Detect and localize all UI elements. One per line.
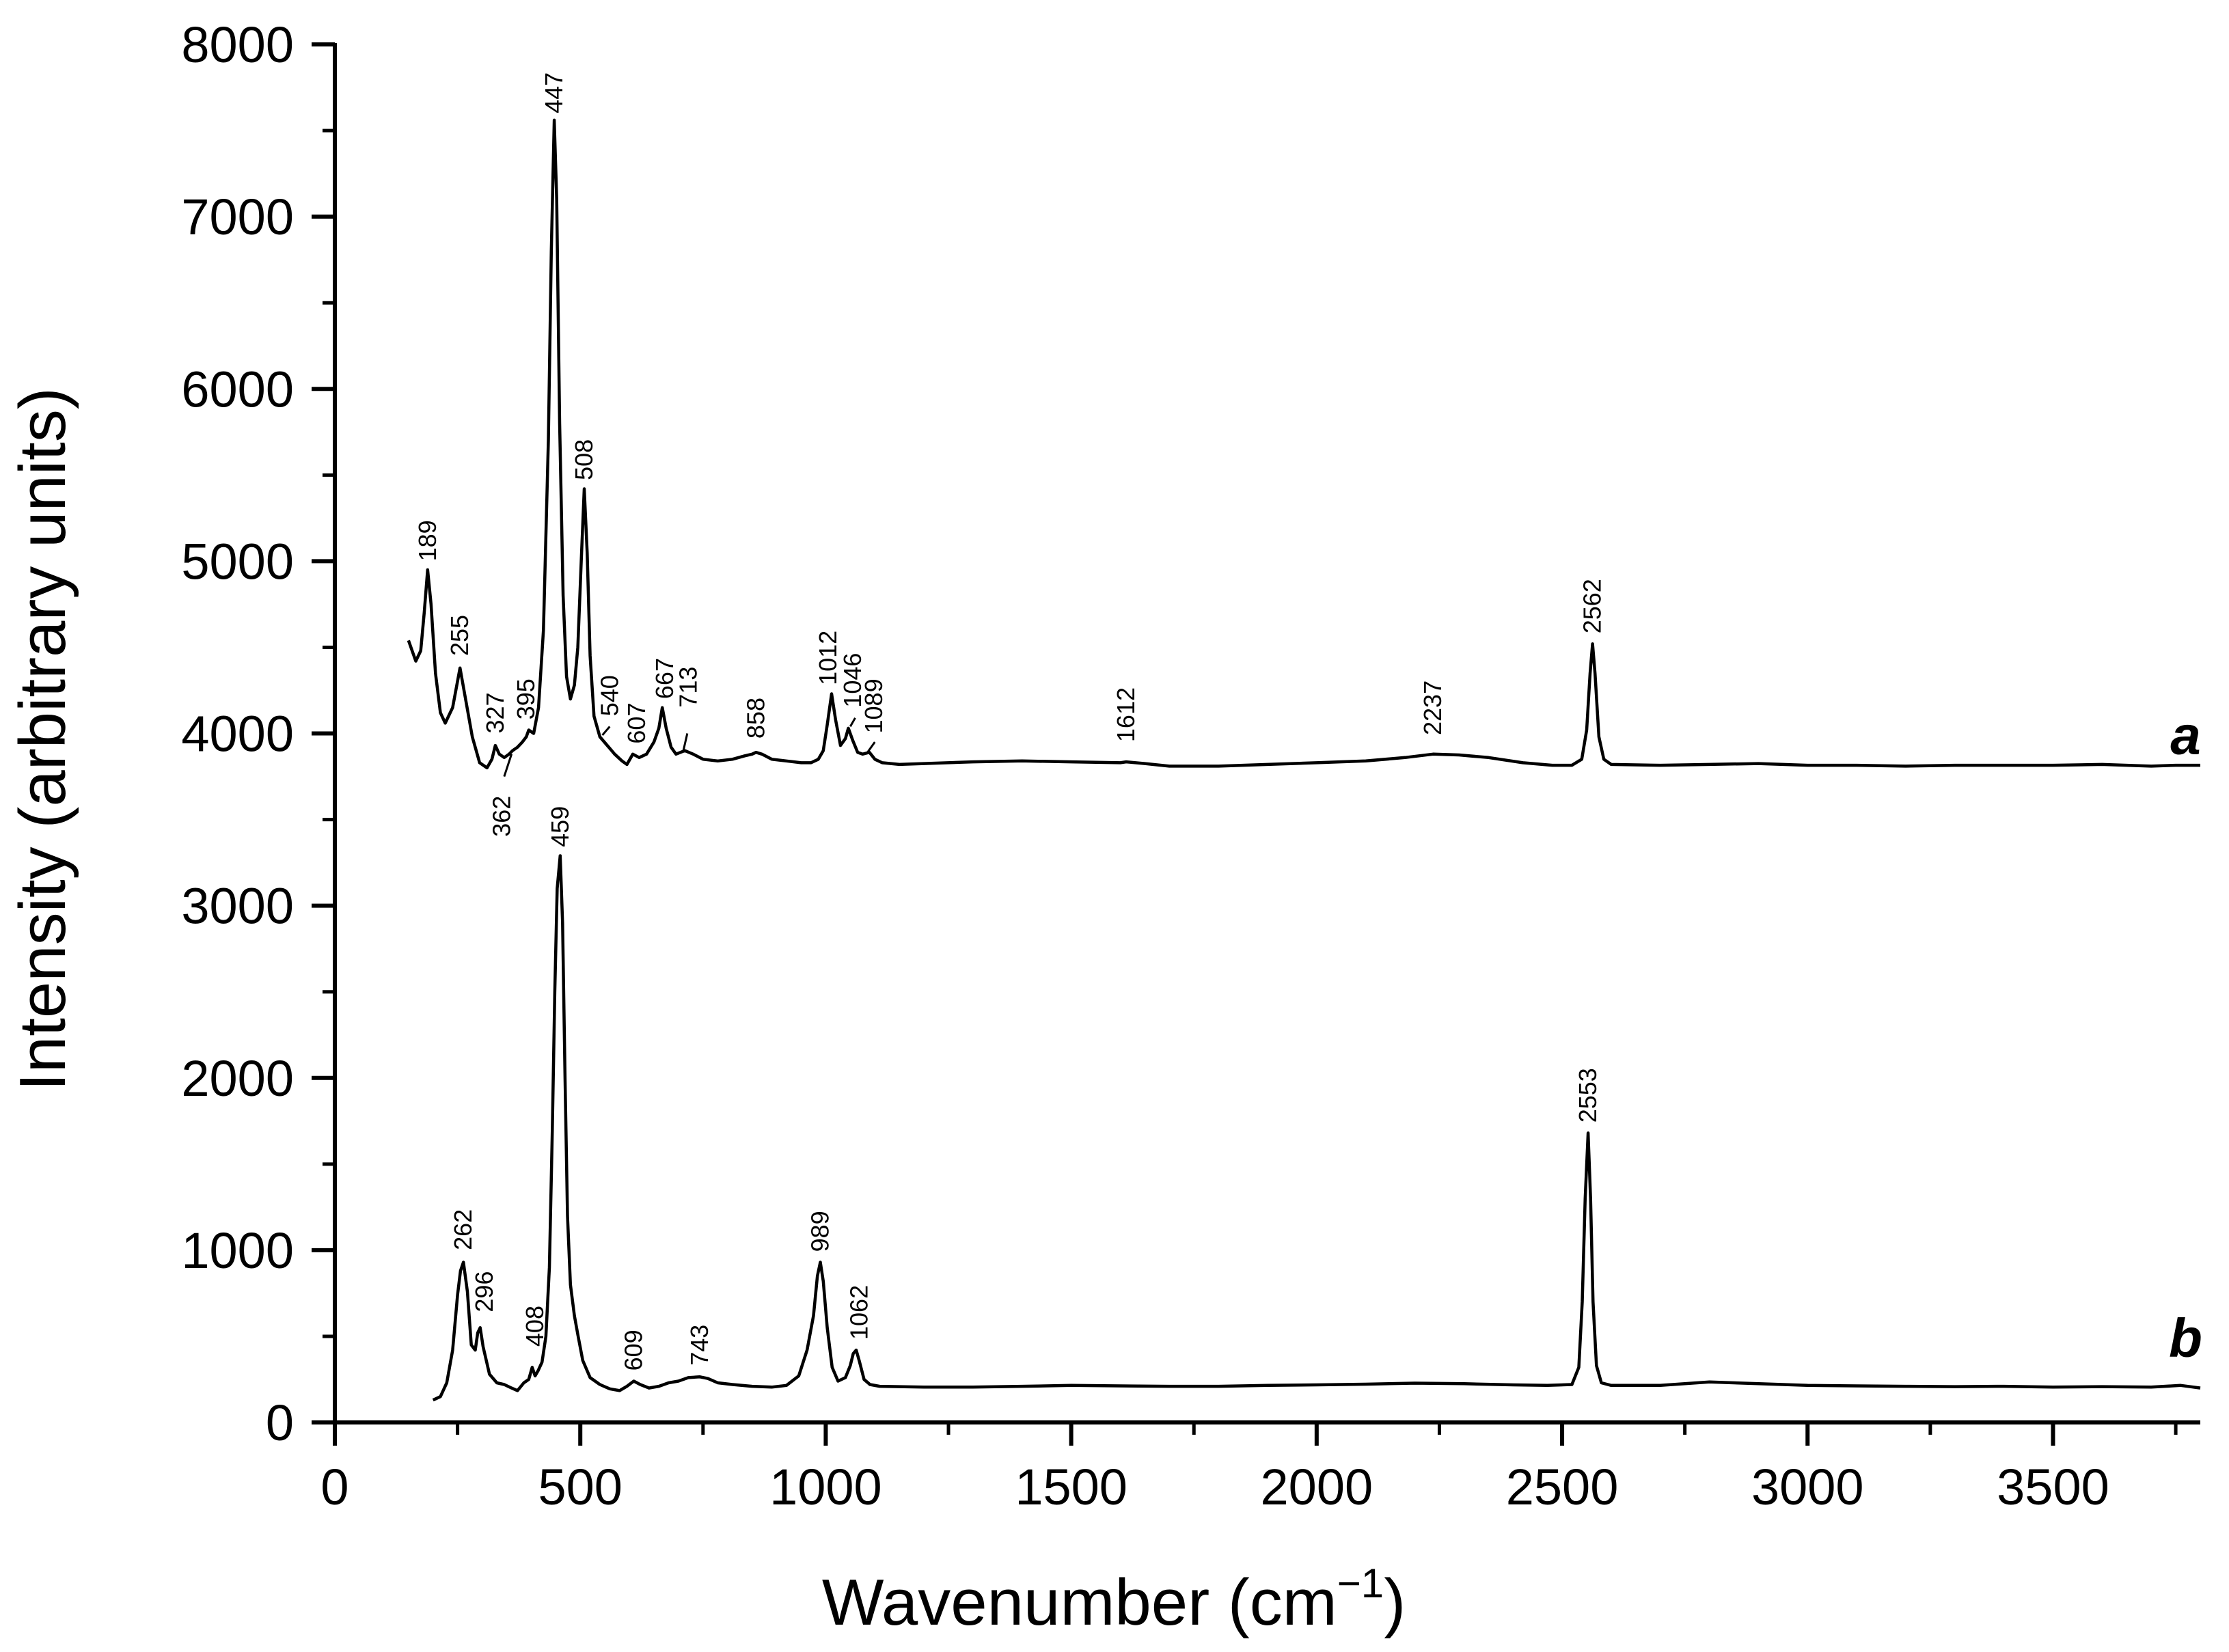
peak-label-1089: 1089: [860, 678, 888, 733]
x-tick-label: 3000: [1751, 1459, 1864, 1515]
peak-label-2562: 2562: [1578, 579, 1606, 633]
x-tick-label: 0: [320, 1459, 348, 1515]
peak-label-667: 667: [651, 658, 679, 699]
x-tick-label: 1000: [769, 1459, 882, 1515]
series-labels: ab: [2169, 705, 2202, 1368]
y-tick-label: 6000: [181, 361, 294, 417]
peak-label-408: 408: [521, 1306, 549, 1347]
x-axis-title: Wavenumber (cm−1): [822, 1560, 1406, 1639]
y-tick-label: 2000: [181, 1050, 294, 1107]
leader-line-1089: [866, 741, 876, 754]
peak-label-2237: 2237: [1419, 680, 1447, 735]
peak-label-1612: 1612: [1112, 687, 1140, 742]
peak-label-296: 296: [470, 1271, 498, 1312]
y-tick-label: 5000: [181, 533, 294, 590]
peak-label-1062: 1062: [845, 1285, 873, 1340]
spectrum-line-b: [432, 854, 2201, 1402]
peak-label-395: 395: [512, 678, 540, 719]
x-ticks: 0 500 1000 1500 2000 2500 3000 3500: [320, 1422, 2178, 1515]
leader-line-713: [682, 733, 689, 752]
peak-label-609: 609: [620, 1330, 648, 1371]
peak-label-540: 540: [595, 675, 623, 716]
axes: 0 1000 2000 3000 4000 5000 6000 7000 8000 0 500 10…: [181, 16, 2200, 1515]
leader-line-1046: [849, 717, 856, 728]
leader-lines: [503, 717, 876, 777]
leader-line-362: [503, 754, 513, 777]
x-tick-label: 3500: [1997, 1459, 2109, 1515]
x-axis-title-superscript: −1: [1337, 1560, 1384, 1606]
series-label-a: a: [2170, 705, 2201, 766]
peak-label-1012: 1012: [814, 631, 842, 685]
x-tick-label: 2500: [1506, 1459, 1619, 1515]
peak-label-989: 989: [806, 1211, 834, 1252]
peak-label-255: 255: [446, 615, 474, 656]
peak-label-858: 858: [741, 698, 769, 739]
y-ticks: 0 1000 2000 3000 4000 5000 6000 7000 8000: [181, 16, 335, 1451]
y-tick-label: 1000: [181, 1222, 294, 1279]
peak-label-459: 459: [546, 806, 574, 847]
y-tick-label: 0: [266, 1394, 294, 1451]
peak-label-262: 262: [449, 1209, 477, 1250]
peak-label-189: 189: [413, 520, 441, 561]
x-axis-title-main: Wavenumber (cm: [822, 1566, 1337, 1639]
y-tick-label: 8000: [181, 16, 294, 73]
peak-label-607: 607: [623, 703, 651, 744]
peak-label-447: 447: [540, 72, 568, 113]
y-axis-title: Intensity (arbitrary units): [6, 387, 79, 1091]
y-tick-label: 7000: [181, 189, 294, 245]
x-tick-label: 2000: [1261, 1459, 1373, 1515]
x-axis-title-close: ): [1384, 1566, 1406, 1639]
peak-label-362: 362: [487, 796, 515, 837]
series-label-b: b: [2169, 1308, 2202, 1368]
peak-label-713: 713: [674, 667, 702, 708]
peak-label-1046: 1046: [838, 653, 866, 708]
y-tick-label: 3000: [181, 878, 294, 935]
x-tick-label: 500: [538, 1459, 622, 1515]
spectrum-line-a: [407, 118, 2200, 770]
series-layer: [407, 118, 2201, 1402]
y-tick-label: 4000: [181, 706, 294, 762]
peak-label-327: 327: [481, 692, 509, 733]
peak-label-508: 508: [570, 439, 598, 480]
x-tick-label: 1500: [1015, 1459, 1127, 1515]
peak-label-2553: 2553: [1574, 1068, 1602, 1123]
peak-label-743: 743: [685, 1325, 713, 1366]
leader-line-540: [601, 726, 611, 736]
